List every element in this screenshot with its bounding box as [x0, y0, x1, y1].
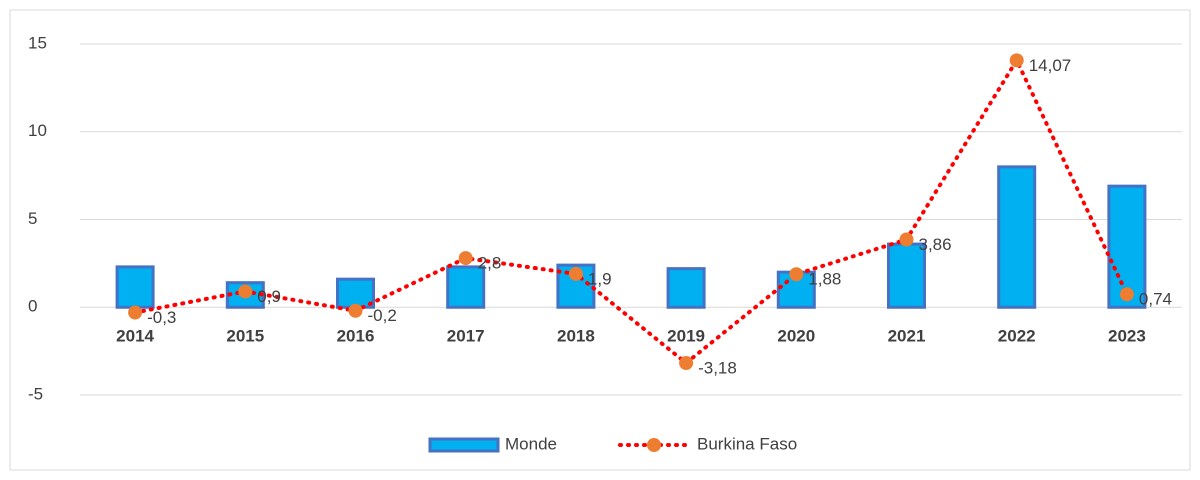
legend-swatch — [647, 438, 661, 452]
data-label: 0,74 — [1139, 290, 1172, 309]
x-tick-label: 2019 — [667, 327, 705, 346]
legend-label: Monde — [505, 434, 557, 453]
x-tick-label: 2015 — [226, 327, 264, 346]
x-tick-label: 2020 — [777, 327, 815, 346]
bar — [1107, 184, 1147, 309]
marker — [679, 356, 694, 371]
marker — [568, 266, 583, 281]
bar — [997, 165, 1037, 309]
marker — [1119, 287, 1134, 302]
data-label: 14,07 — [1029, 56, 1072, 75]
x-tick-label: 2016 — [337, 327, 375, 346]
marker — [348, 303, 363, 318]
y-tick-label: 0 — [28, 297, 37, 316]
x-tick-label: 2021 — [888, 327, 926, 346]
marker — [238, 284, 253, 299]
legend-swatch — [428, 437, 500, 453]
marker — [1009, 53, 1024, 68]
x-tick-label: 2017 — [447, 327, 485, 346]
bar — [336, 277, 375, 309]
chart-frame — [9, 9, 1191, 471]
x-tick-label: 2014 — [116, 327, 154, 346]
marker — [899, 232, 914, 247]
data-label: 1,9 — [588, 269, 612, 288]
x-tick-label: 2022 — [998, 327, 1036, 346]
data-label: 3,86 — [919, 235, 952, 254]
line — [133, 56, 1129, 366]
legend-label: Burkina Faso — [697, 434, 797, 453]
data-label: 1,88 — [808, 270, 841, 289]
y-tick-label: -5 — [28, 384, 43, 403]
bar — [115, 265, 155, 309]
marker — [458, 251, 473, 266]
data-label: -0,2 — [368, 306, 397, 325]
marker — [789, 267, 804, 282]
x-tick-label: 2018 — [557, 327, 595, 346]
data-label: -3,18 — [698, 359, 737, 378]
data-label: 2,8 — [478, 254, 502, 273]
x-tick-label: 2023 — [1108, 327, 1146, 346]
bar — [666, 267, 706, 309]
y-tick-label: 10 — [28, 121, 47, 140]
y-tick-label: 5 — [28, 209, 37, 228]
data-label: 0,9 — [257, 287, 281, 306]
data-label: -0,3 — [147, 308, 176, 327]
bar — [446, 265, 486, 309]
y-tick-label: 15 — [28, 33, 47, 52]
marker — [128, 305, 143, 320]
